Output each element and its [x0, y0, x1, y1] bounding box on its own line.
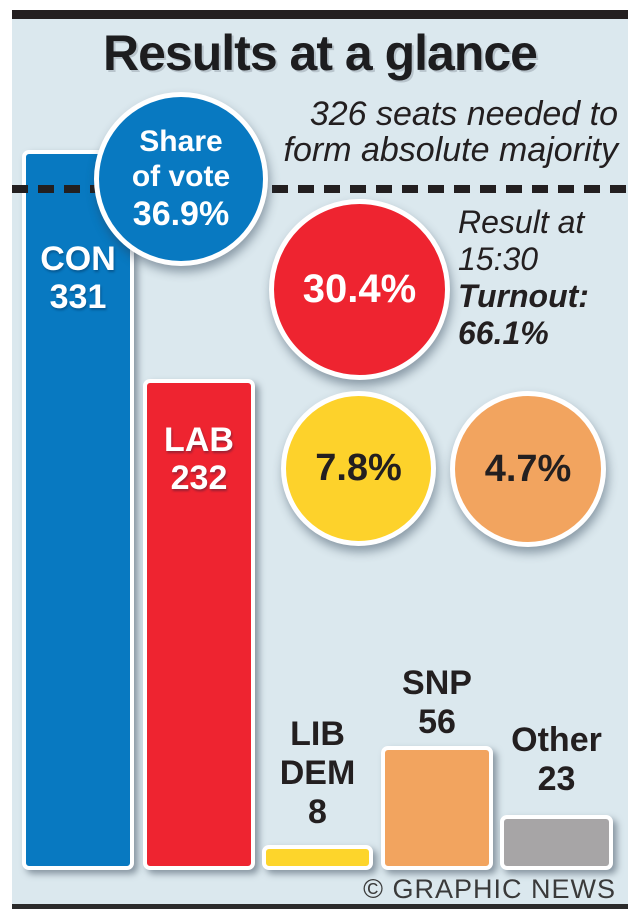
- bar-label-con-name: CON: [40, 240, 116, 278]
- share-value-con: 36.9%: [132, 195, 230, 233]
- bar-label-libdem: LIB DEM 8: [262, 715, 373, 832]
- bar-label-other-name: Other: [511, 721, 602, 759]
- share-of-vote-circle-lab: 30.4%: [269, 199, 450, 380]
- share-value-lab: 30.4%: [302, 267, 417, 311]
- bar-label-snp-seats: 56: [418, 703, 456, 741]
- bar-label-other: Other 23: [500, 721, 613, 799]
- result-at-line2: 15:30: [458, 241, 539, 277]
- bar-label-lab: LAB 232: [143, 421, 255, 497]
- majority-note: 326 seats needed to form absolute majori…: [284, 96, 618, 168]
- bar-label-snp-name: SNP: [402, 664, 472, 702]
- bottom-frame-line: [12, 904, 628, 909]
- top-frame-bar: [12, 10, 628, 19]
- share-of-vote-circle-snp: 4.7%: [450, 391, 606, 547]
- bar-label-snp: SNP 56: [381, 664, 493, 742]
- majority-note-line2: form absolute majority: [283, 131, 618, 169]
- result-at-line1: Result at: [458, 204, 585, 240]
- share-value-snp: 4.7%: [484, 447, 572, 490]
- bar-con: [22, 150, 134, 870]
- page-title: Results at a glance: [103, 25, 538, 81]
- turnout-value: 66.1%: [458, 315, 549, 351]
- bar-libdem: [262, 845, 373, 870]
- bar-label-lab-seats: 232: [170, 459, 228, 497]
- bar-label-other-seats: 23: [537, 760, 576, 798]
- bar-snp: [381, 746, 493, 870]
- bar-label-con: CON 331: [22, 240, 134, 316]
- bar-label-libdem-name2: DEM: [279, 754, 356, 792]
- bar-label-libdem-seats: 8: [308, 793, 327, 831]
- bar-other: [500, 815, 613, 870]
- share-heading-line2: of vote: [131, 160, 231, 193]
- majority-threshold-line: [12, 185, 628, 193]
- share-heading-line1: Share: [139, 125, 223, 158]
- credit-line: © GRAPHIC NEWS: [363, 874, 616, 904]
- bar-label-lab-name: LAB: [164, 421, 234, 459]
- bar-label-con-seats: 331: [49, 278, 107, 316]
- bar-label-libdem-name1: LIB: [290, 715, 345, 753]
- majority-note-line1: 326 seats needed to: [309, 95, 618, 133]
- share-of-vote-circle-con: Share of vote 36.9%: [94, 92, 268, 266]
- share-value-libdem: 7.8%: [315, 447, 402, 489]
- turnout-label: Turnout:: [458, 278, 589, 314]
- result-status: Result at 15:30 Turnout: 66.1%: [458, 204, 589, 352]
- bar-lab: [143, 379, 255, 870]
- share-of-vote-circle-libdem: 7.8%: [281, 391, 436, 546]
